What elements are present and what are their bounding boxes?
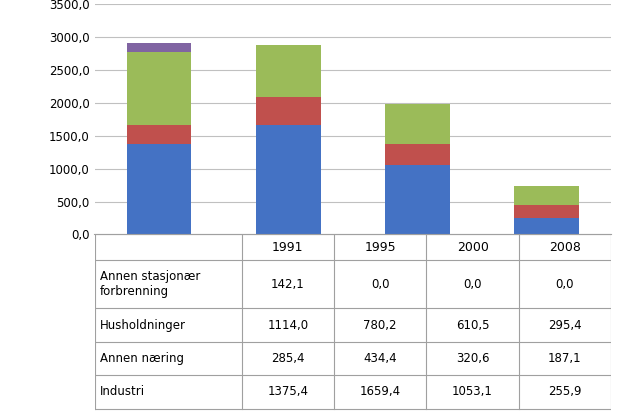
Bar	[385, 144, 450, 165]
Text: 320,6: 320,6	[456, 352, 490, 365]
Text: 1053,1: 1053,1	[452, 386, 493, 398]
Bar	[256, 97, 321, 125]
Text: 434,4: 434,4	[364, 352, 397, 365]
Text: 0,0: 0,0	[371, 278, 389, 290]
Bar	[514, 186, 579, 205]
Bar	[385, 165, 450, 234]
Text: Annen stasjonær
forbrenning: Annen stasjonær forbrenning	[100, 270, 200, 298]
Bar	[127, 42, 192, 52]
Text: 1991: 1991	[272, 241, 304, 254]
Text: Annen næring: Annen næring	[100, 352, 184, 365]
Bar	[127, 52, 192, 125]
Text: 780,2: 780,2	[364, 319, 397, 332]
Text: 2008: 2008	[549, 241, 581, 254]
Text: 285,4: 285,4	[271, 352, 305, 365]
Text: 1375,4: 1375,4	[267, 386, 309, 398]
Bar	[127, 125, 192, 144]
Text: Industri: Industri	[100, 386, 145, 398]
Text: 610,5: 610,5	[456, 319, 490, 332]
Text: 1114,0: 1114,0	[267, 319, 309, 332]
Bar	[514, 205, 579, 217]
Bar	[514, 217, 579, 234]
Text: 1995: 1995	[364, 241, 396, 254]
Bar	[256, 125, 321, 234]
Bar	[127, 144, 192, 234]
Text: 1659,4: 1659,4	[360, 386, 401, 398]
Text: 255,9: 255,9	[548, 386, 581, 398]
Text: 0,0: 0,0	[556, 278, 574, 290]
Text: 2000: 2000	[457, 241, 488, 254]
Text: 295,4: 295,4	[548, 319, 581, 332]
Bar	[256, 45, 321, 97]
Text: 187,1: 187,1	[548, 352, 581, 365]
Text: Husholdninger: Husholdninger	[100, 319, 186, 332]
Text: 142,1: 142,1	[271, 278, 305, 290]
Text: 0,0: 0,0	[463, 278, 482, 290]
Bar	[385, 104, 450, 144]
